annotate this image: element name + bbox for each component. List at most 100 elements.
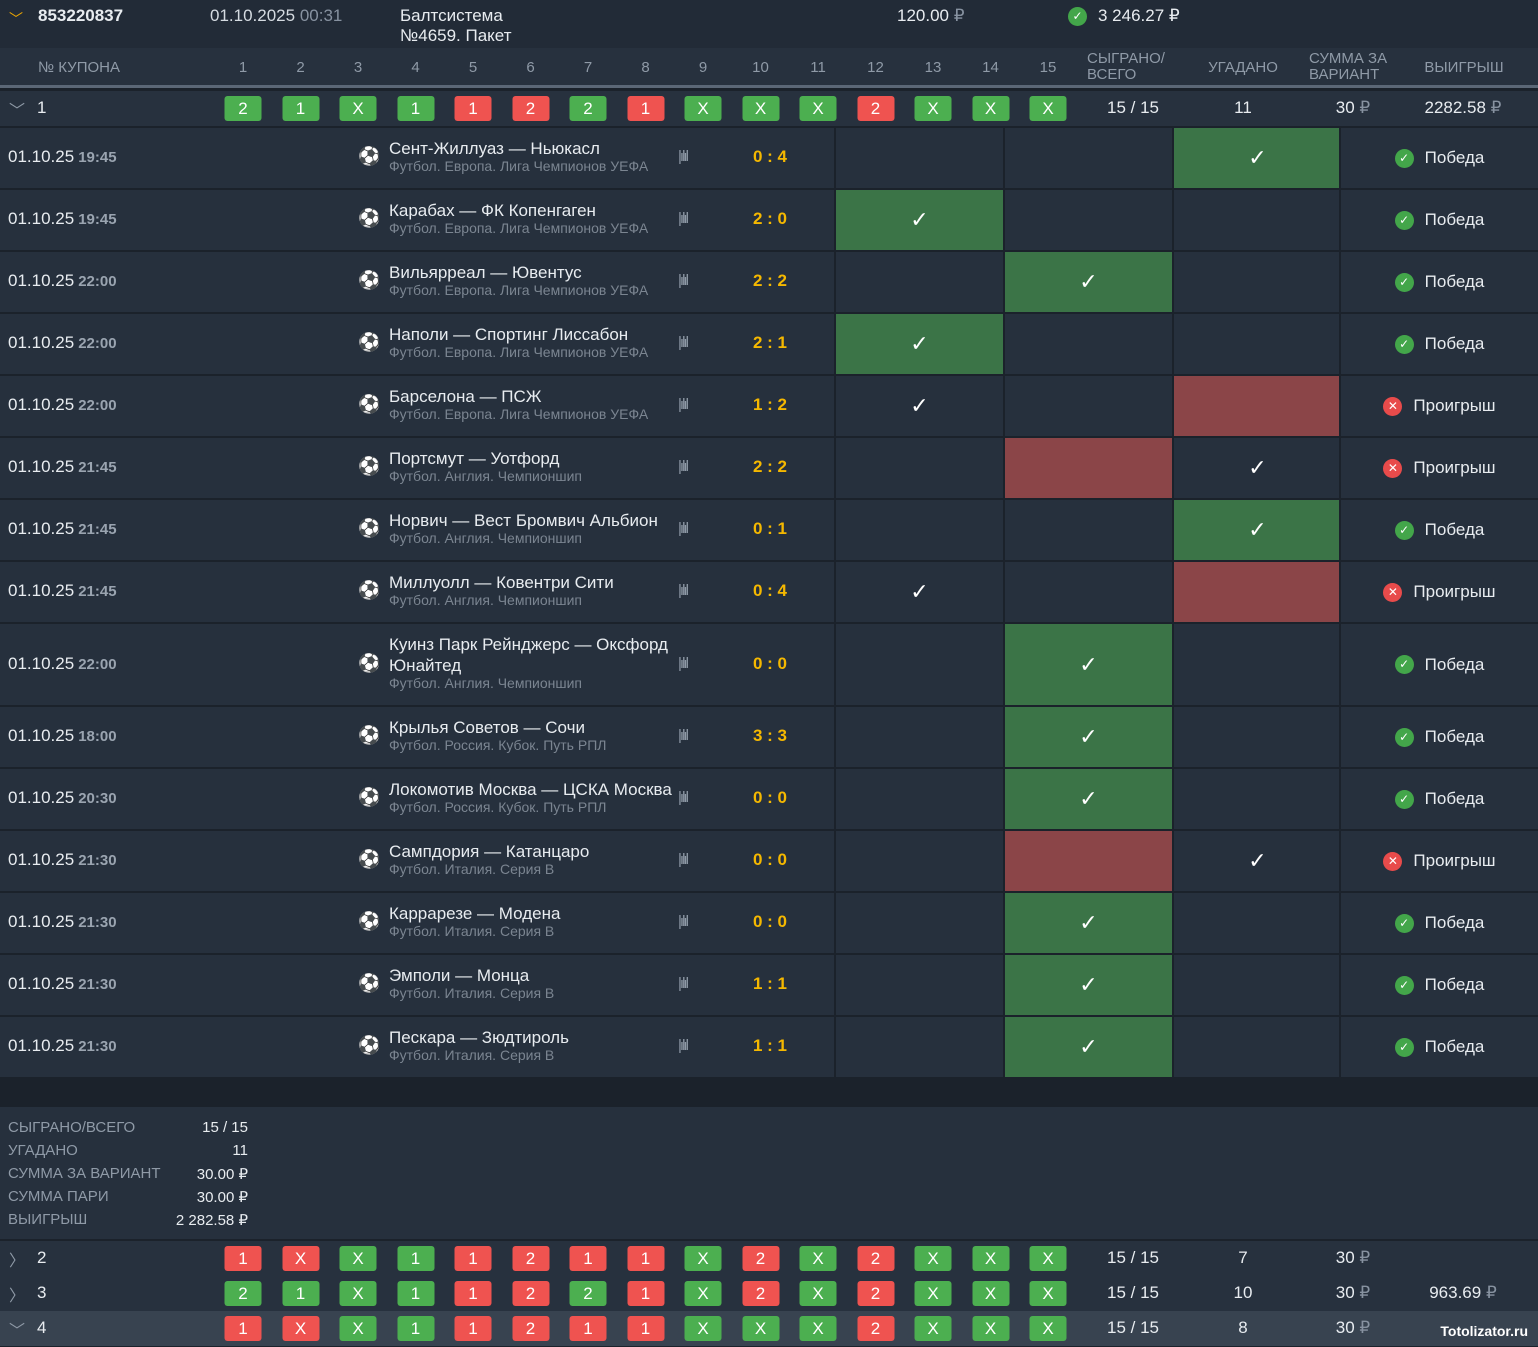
match-row: 01.10.25 20:30 ⚽ Локомотив Москва — ЦСКА … [0,769,1538,829]
summary-value: 15 / 15 [202,1119,248,1136]
pick-badge: X [282,1246,319,1271]
statistics-icon[interactable]: |ılıl [678,334,689,351]
statistics-icon[interactable]: |ılıl [678,913,689,930]
outcome-cell-X [1003,314,1172,374]
match-league: Футбол. Европа. Лига Чемпионов УЕФА [389,406,649,422]
outcome-cell-1 [834,1017,1003,1077]
statistics-icon[interactable]: |ılıl [678,1037,689,1054]
pick-badge: X [684,1281,722,1306]
match-title[interactable]: Крылья Советов — Сочи Футбол. Россия. Куб… [389,717,674,752]
match-title[interactable]: Барселона — ПСЖ Футбол. Европа. Лига Чемп… [389,386,674,421]
pick-badge: X [282,1316,319,1341]
outcome-cell-X [1003,376,1172,436]
outcome-cell-1 [834,438,1003,498]
statistics-icon[interactable]: |ılıl [678,654,689,672]
outcome-cell-1: ✓ [834,314,1003,374]
match-score: 0 : 4 [752,147,788,166]
summary-value: 30.00 ₽ [196,1189,248,1206]
match-league: Футбол. Европа. Лига Чемпионов УЕФА [389,220,649,236]
match-score: 2 : 0 [752,209,788,228]
statistics-icon[interactable]: |ılıl [678,210,689,227]
coupon-header: ﹀ 853220837 01.10.2025 00:31 Балтсистема… [0,0,1538,48]
chevron-down-icon[interactable]: ﹀ [9,11,23,27]
outcome-cell-1 [834,831,1003,891]
summary-label: УГАДАНО [8,1142,78,1159]
match-league: Футбол. Европа. Лига Чемпионов УЕФА [389,158,649,174]
match-league: Футбол. Россия. Кубок. Путь РПЛ [389,737,607,753]
coupon-row[interactable]: ﹀ 4 1 X X 1 1 2 1 1 X X X 2 X X X 15 / 15 8 30 ₽ [0,1311,1538,1346]
statistics-icon[interactable]: |ılıl [678,789,689,806]
match-row: 01.10.25 21:30 ⚽ Каррарезе — Модена Футбол… [0,893,1538,953]
outcome-cell-1 [834,252,1003,312]
chevron-right-icon[interactable]: 〉 [9,1253,26,1270]
statistics-icon[interactable]: |ılıl [678,148,689,165]
coupon-row[interactable]: 〉 3 2 1 X 1 1 2 2 1 X 2 X 2 X X X 15 / 15 10 30 ₽963.69 ₽ [0,1276,1538,1311]
outcome-cell-1 [834,128,1003,188]
pick-badge: 1 [397,1316,434,1341]
coupon-row[interactable]: ﹀ 1 2 1 X 1 1 2 2 1 X X X 2 X X X 15 / 15 11 30 ₽2282.58 … [0,91,1538,126]
statistics-icon[interactable]: |ılıl [678,582,689,599]
statistics-icon[interactable]: |ılıl [678,520,689,537]
match-title[interactable]: Локомотив Москва — ЦСКА Москва Футбол. Ро… [389,779,674,814]
match-title[interactable]: Сент-Жиллуаз — Ньюкасл Футбол. Европа. Ли… [389,138,674,173]
chevron-down-icon[interactable]: ﹀ [9,1323,26,1340]
pick-badge: X [799,1281,837,1306]
pick-badge: 1 [454,96,492,121]
coupon-date: 01.10.2025 00:31 [210,6,343,25]
match-title[interactable]: Вильярреал — Ювентус Футбол. Европа. Лига… [389,262,674,297]
statistics-icon[interactable]: |ılıl [678,851,689,868]
pick-badge: 2 [857,1316,894,1341]
match-score: 0 : 0 [752,788,788,807]
statistics-icon[interactable]: |ılıl [678,272,689,289]
pick-badge: X [799,1316,837,1341]
outcome-cell-2 [1172,314,1341,374]
match-row: 01.10.25 21:30 ⚽ Эмполи — Монца Футбол. Ит… [0,955,1538,1015]
check-circle-icon: ✓ [1394,148,1414,168]
match-result: ✓ Победа [1339,252,1538,312]
guessed-value: 8 [1238,1318,1248,1337]
outcome-cell-X: ✓ [1003,1017,1172,1077]
check-icon: ✓ [1079,786,1098,811]
statistics-icon[interactable]: |ılıl [678,458,689,475]
match-title[interactable]: Миллуолл — Ковентри Сити Футбол. Англия. … [389,572,674,607]
match-datetime: 01.10.25 21:30 [8,1036,117,1055]
check-icon: ✓ [1079,910,1098,935]
match-title[interactable]: Наполи — Спортинг Лиссабон Футбол. Европа… [389,324,674,359]
match-title[interactable]: Карабах — ФК Копенгаген Футбол. Европа. Л… [389,200,674,235]
soccer-ball-icon: ⚽ [358,1035,381,1055]
match-title[interactable]: Пескара — Зюдтироль Футбол. Италия. Серия… [389,1027,674,1062]
statistics-icon[interactable]: |ılıl [678,727,689,744]
match-datetime: 01.10.25 21:45 [8,519,117,538]
match-row: 01.10.25 21:45 ⚽ Миллуолл — Ковентри Сити… [0,562,1538,622]
outcome-cell-2 [1172,624,1341,705]
match-datetime: 01.10.25 22:00 [8,271,117,290]
win-value: 963.69 ₽ [1429,1283,1497,1302]
stake-amount: 120.00 ₽ [897,6,965,25]
statistics-icon[interactable]: |ılıl [678,396,689,413]
match-score: 1 : 1 [752,1036,788,1055]
outcome-cell-2: ✓ [1172,831,1341,891]
col-event-2: 2 [296,59,305,76]
match-result: ✓ Победа [1339,624,1538,705]
guessed-value: 11 [1234,98,1252,117]
match-title[interactable]: Куинз Парк Рейнджерс — Оксфорд Юнайтед Фу… [389,634,674,690]
chevron-right-icon[interactable]: 〉 [9,1288,26,1305]
outcome-cell-2 [1172,562,1341,622]
check-icon: ✓ [1079,651,1098,677]
outcome-cell-X: ✓ [1003,707,1172,767]
match-title[interactable]: Каррарезе — Модена Футбол. Италия. Серия … [389,903,674,938]
match-score: 1 : 2 [752,395,788,414]
match-title[interactable]: Портсмут — Уотфорд Футбол. Англия. Чемпио… [389,448,674,483]
match-title[interactable]: Сампдория — Катанцаро Футбол. Италия. Сер… [389,841,674,876]
match-title[interactable]: Эмполи — Монца Футбол. Италия. Серия B [389,965,674,1000]
match-title[interactable]: Норвич — Вест Бромвич Альбион Футбол. Анг… [389,510,674,545]
check-icon: ✓ [1079,1034,1098,1059]
match-result: ✓ Победа [1339,893,1538,953]
summary-label: СУММА ПАРИ [8,1188,109,1205]
coupon-row[interactable]: 〉 2 1 X X 1 1 2 1 1 X 2 X 2 X X X 15 / 15 7 30 ₽ [0,1241,1538,1276]
statistics-icon[interactable]: |ılıl [678,975,689,992]
pick-badge: 1 [454,1316,492,1341]
check-circle-icon: ✓ [1394,655,1414,674]
summary-value: 11 [232,1142,248,1159]
chevron-down-icon[interactable]: ﹀ [9,103,26,120]
